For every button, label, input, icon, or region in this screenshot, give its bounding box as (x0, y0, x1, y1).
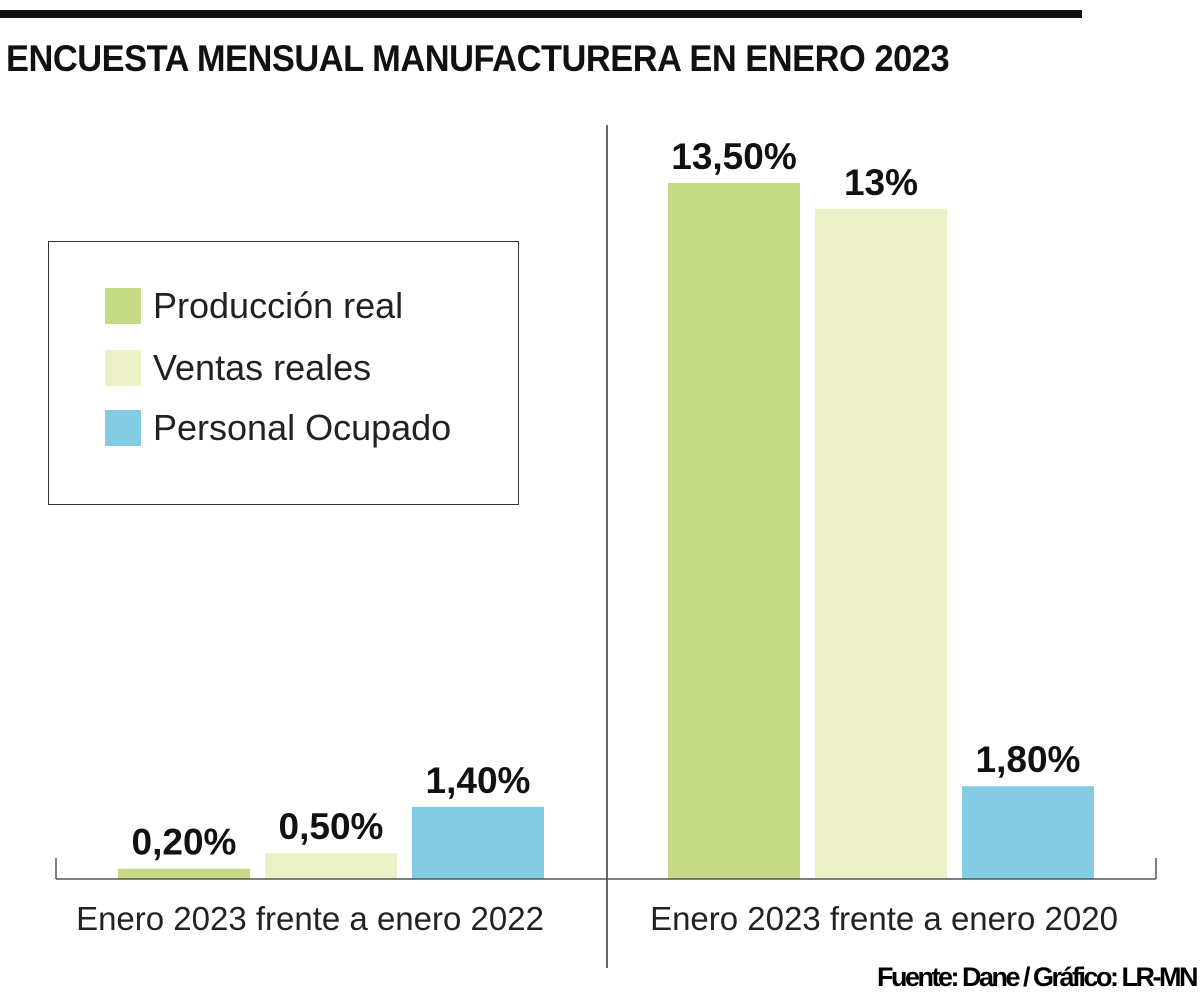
bar (265, 853, 397, 879)
legend-label: Ventas reales (153, 347, 372, 388)
bar (412, 806, 544, 879)
category-label: Enero 2023 frente a enero 2020 (650, 900, 1118, 937)
legend-item-ventas: Ventas reales (105, 347, 372, 388)
data-label: 13% (844, 162, 918, 203)
title-rule (0, 10, 1082, 18)
bar (118, 868, 250, 879)
data-label: 0,20% (132, 822, 237, 863)
source-credit: Fuente: Dane / Gráfico: LR-MN (876, 962, 1199, 992)
data-label: 1,80% (976, 739, 1081, 780)
legend-swatch (105, 410, 141, 446)
bar (668, 183, 800, 879)
bar (815, 208, 947, 879)
chart-title: ENCUESTA MENSUAL MANUFACTURERA EN ENERO … (6, 38, 950, 79)
data-label: 0,50% (279, 806, 384, 847)
data-label: 1,40% (426, 760, 531, 801)
legend-label: Personal Ocupado (153, 407, 452, 448)
category-label: Enero 2023 frente a enero 2022 (76, 900, 544, 937)
legend-item-personal: Personal Ocupado (105, 407, 452, 448)
legend-label: Producción real (153, 285, 404, 326)
data-label: 13,50% (671, 136, 797, 177)
legend-swatch (105, 350, 141, 386)
legend-swatch (105, 288, 141, 324)
legend-item-produccion: Producción real (105, 285, 404, 326)
legend: Producción real Ventas reales Personal O… (48, 241, 519, 505)
bar (962, 786, 1094, 879)
